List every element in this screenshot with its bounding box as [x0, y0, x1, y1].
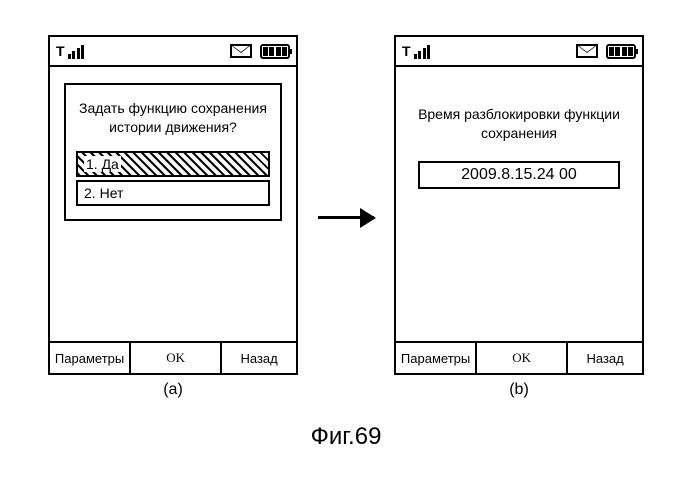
option-number: 2. [84, 185, 96, 201]
battery-icon [606, 44, 636, 59]
phone-a: T Задать функцию сохранения истории движ… [48, 35, 298, 375]
softkey-bar: Параметры OK Назад [50, 341, 296, 373]
mail-icon [230, 44, 252, 58]
panel-a-column: T Задать функцию сохранения истории движ… [48, 35, 298, 399]
softkey-bar: Параметры OK Назад [396, 341, 642, 373]
softkey-left[interactable]: Параметры [396, 343, 477, 373]
antenna-icon: T [402, 43, 411, 59]
panel-label-a: (a) [163, 381, 183, 399]
dialog-box: Задать функцию сохранения истории движен… [64, 83, 282, 221]
datetime-field[interactable]: 2009.8.15.24 00 [418, 161, 620, 189]
signal-indicator: T [56, 43, 84, 59]
softkey-right[interactable]: Назад [568, 343, 642, 373]
option-yes[interactable]: 1. Да [76, 151, 270, 177]
mail-icon [576, 44, 598, 58]
status-right [230, 44, 290, 59]
antenna-icon: T [56, 43, 65, 59]
status-bar: T [396, 37, 642, 67]
screen-title: Время разблокировки функции сохранения [412, 105, 626, 143]
signal-bars-icon [68, 45, 85, 59]
dialog-title: Задать функцию сохранения истории движен… [74, 99, 272, 137]
option-label: Да [102, 156, 119, 172]
status-bar: T [50, 37, 296, 67]
arrow-right-icon [318, 216, 374, 219]
flow-arrow [316, 216, 376, 219]
phone-b: T Время разблокировки функции сохранения… [394, 35, 644, 375]
panel-b-column: T Время разблокировки функции сохранения… [394, 35, 644, 399]
softkey-right[interactable]: Назад [222, 343, 296, 373]
option-number: 1. [86, 156, 98, 172]
option-no[interactable]: 2. Нет [76, 180, 270, 206]
softkey-ok[interactable]: OK [477, 343, 568, 373]
screen-body-b: Время разблокировки функции сохранения 2… [396, 67, 642, 341]
signal-indicator: T [402, 43, 430, 59]
battery-icon [260, 44, 290, 59]
signal-bars-icon [414, 45, 431, 59]
option-label: Нет [100, 185, 124, 201]
softkey-ok[interactable]: OK [131, 343, 222, 373]
status-right [576, 44, 636, 59]
panel-label-b: (b) [509, 381, 529, 399]
figure-container: T Задать функцию сохранения истории движ… [0, 0, 692, 409]
screen-body-a: Задать функцию сохранения истории движен… [50, 67, 296, 341]
softkey-left[interactable]: Параметры [50, 343, 131, 373]
figure-caption: Фиг.69 [0, 423, 692, 451]
